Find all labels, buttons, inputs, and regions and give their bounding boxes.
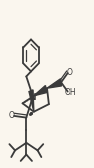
- Polygon shape: [29, 90, 34, 112]
- Polygon shape: [34, 86, 47, 96]
- Text: O: O: [9, 111, 14, 120]
- Text: OH: OH: [65, 88, 77, 97]
- Polygon shape: [47, 79, 62, 88]
- Text: O: O: [67, 68, 73, 77]
- Text: N: N: [29, 93, 36, 102]
